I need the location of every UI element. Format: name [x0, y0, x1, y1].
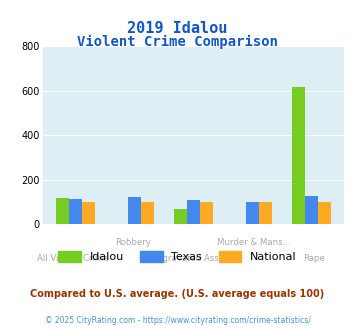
- Text: 2019 Idalou: 2019 Idalou: [127, 21, 228, 36]
- Bar: [141, 202, 154, 224]
- Text: Violent Crime Comparison: Violent Crime Comparison: [77, 35, 278, 49]
- Bar: [259, 202, 272, 224]
- Bar: [318, 202, 331, 224]
- Text: Robbery: Robbery: [115, 238, 151, 247]
- Bar: [56, 198, 69, 224]
- Text: Aggravated Assault: Aggravated Assault: [151, 254, 236, 263]
- Legend: Idalou, Texas, National: Idalou, Texas, National: [54, 247, 301, 267]
- Bar: [200, 202, 213, 224]
- Bar: [128, 197, 141, 224]
- Text: All Violent Crime: All Violent Crime: [37, 254, 109, 263]
- Text: Rape: Rape: [303, 254, 325, 263]
- Bar: [305, 196, 318, 224]
- Text: Compared to U.S. average. (U.S. average equals 100): Compared to U.S. average. (U.S. average …: [31, 289, 324, 299]
- Bar: [246, 202, 259, 224]
- Bar: [174, 209, 187, 224]
- Bar: [187, 200, 200, 224]
- Bar: [82, 202, 95, 224]
- Text: Murder & Mans...: Murder & Mans...: [217, 238, 291, 247]
- Bar: [292, 87, 305, 224]
- Text: © 2025 CityRating.com - https://www.cityrating.com/crime-statistics/: © 2025 CityRating.com - https://www.city…: [45, 316, 310, 325]
- Bar: [69, 199, 82, 224]
